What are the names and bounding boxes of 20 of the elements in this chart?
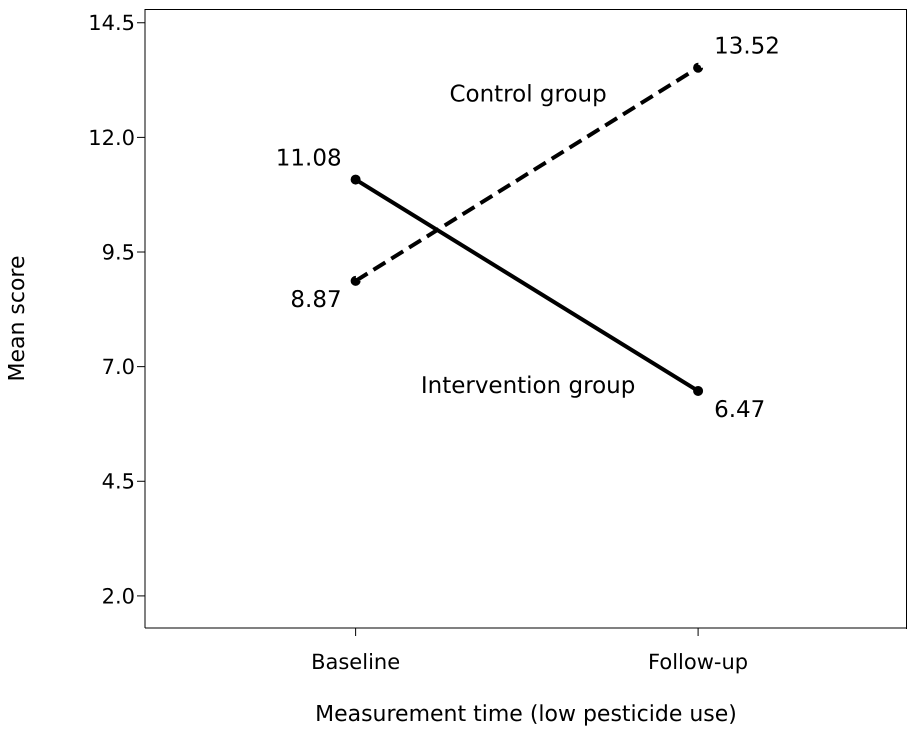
y-tick-label: 14.5 bbox=[88, 11, 135, 36]
y-tick-label: 9.5 bbox=[102, 240, 135, 264]
y-tick-label: 2.0 bbox=[102, 584, 135, 608]
y-tick-label: 7.0 bbox=[102, 355, 135, 380]
data-label: 8.87 bbox=[290, 286, 342, 313]
point bbox=[693, 386, 704, 396]
series-label: Intervention group bbox=[420, 372, 636, 399]
point bbox=[350, 174, 361, 185]
x-tick-label: Follow-up bbox=[648, 650, 748, 674]
series-label: Control group bbox=[449, 82, 607, 108]
x-tick-label: Baseline bbox=[311, 650, 400, 674]
x-axis-title: Measurement time (low pesticide use) bbox=[315, 702, 737, 727]
point bbox=[693, 62, 704, 73]
data-label: 6.47 bbox=[714, 396, 766, 423]
data-label: 13.52 bbox=[714, 34, 780, 60]
y-tick-label: 12.0 bbox=[88, 126, 135, 150]
data-label: 11.08 bbox=[276, 146, 342, 172]
y-tick-label: 4.5 bbox=[102, 470, 135, 494]
y-axis-title: Mean score bbox=[4, 255, 30, 382]
point bbox=[350, 276, 361, 286]
